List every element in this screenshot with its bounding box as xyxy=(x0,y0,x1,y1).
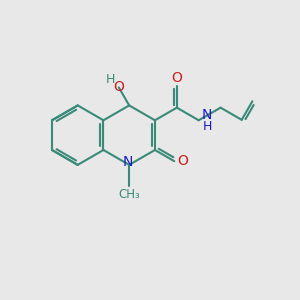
Text: H: H xyxy=(202,120,212,133)
Text: O: O xyxy=(177,154,188,168)
Text: H: H xyxy=(106,73,115,85)
Text: N: N xyxy=(122,155,133,169)
Text: O: O xyxy=(113,80,124,94)
Text: O: O xyxy=(171,71,182,85)
Text: N: N xyxy=(202,108,212,122)
Text: CH₃: CH₃ xyxy=(118,188,140,201)
